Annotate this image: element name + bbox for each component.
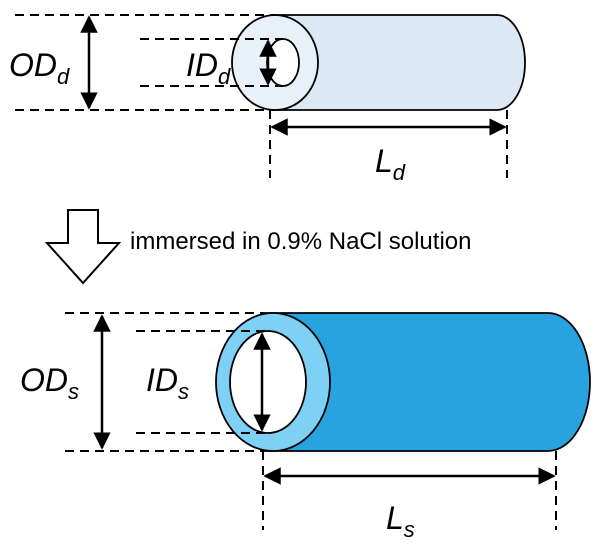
swollen-tube-body (262, 312, 591, 452)
dry-tube-body (274, 14, 526, 111)
process-caption: immersed in 0.9% NaCl solution (130, 228, 471, 255)
swollen-tube (215, 312, 591, 452)
swollen-guide-lines (65, 312, 557, 530)
swollen-tube-bore (229, 330, 307, 434)
dry-od-label: ODd (9, 47, 70, 89)
dry-tube (231, 14, 526, 111)
swollen-id-label: IDs (146, 362, 189, 404)
dry-id-label: IDd (186, 47, 231, 89)
dry-guide-lines (15, 14, 508, 178)
down-arrow-icon (44, 209, 122, 285)
dry-tube-bore (266, 38, 300, 87)
dry-length-label: Ld (375, 143, 406, 185)
swollen-length-label: Ls (386, 500, 415, 542)
swollen-od-label: ODs (20, 362, 79, 404)
